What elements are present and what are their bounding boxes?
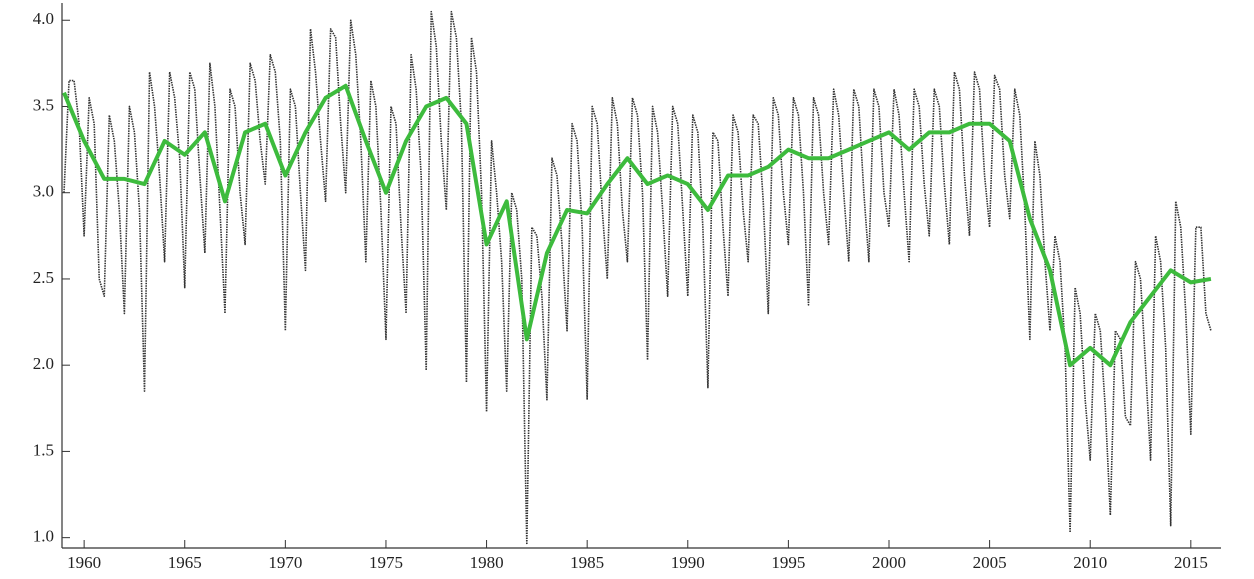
series-line [62,83,1212,368]
x-tick-label: 1990 [671,553,705,572]
x-tick-label: 2010 [1073,553,1107,572]
series-line [63,10,1212,546]
x-tick-label: 1960 [67,553,101,572]
x-tick-label: 1980 [470,553,504,572]
y-tick-label: 2.0 [33,354,54,373]
x-tick-label: 2005 [973,553,1007,572]
y-tick-label: 1.5 [33,440,54,459]
y-tick-label: 4.0 [33,9,54,28]
y-tick-label: 1.0 [33,527,54,546]
x-tick-label: 2000 [872,553,906,572]
x-tick-label: 1975 [369,553,403,572]
x-tick-label: 1970 [268,553,302,572]
x-tick-label: 1995 [771,553,805,572]
x-tick-label: 1985 [570,553,604,572]
y-tick-label: 3.5 [33,95,54,114]
x-tick-label: 1965 [168,553,202,572]
y-tick-label: 3.0 [33,182,54,201]
x-tick-label: 2015 [1174,553,1208,572]
y-tick-label: 2.5 [33,268,54,287]
